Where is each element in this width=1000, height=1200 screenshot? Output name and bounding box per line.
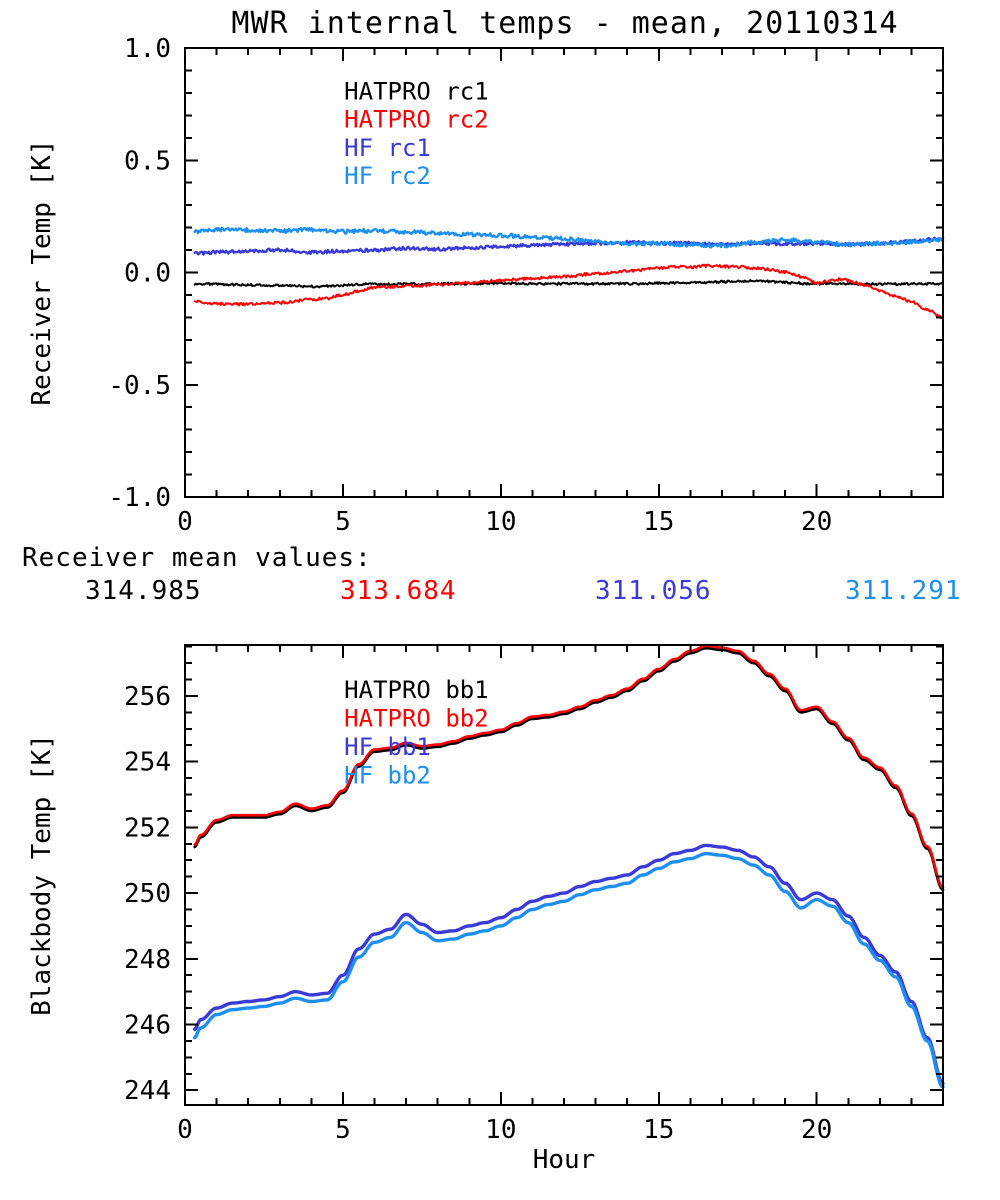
svg-text:1.0: 1.0 [124, 34, 171, 64]
svg-text:Blackbody Temp [K]: Blackbody Temp [K] [27, 734, 57, 1016]
svg-text:15: 15 [643, 1115, 674, 1145]
blackbody-temp-chart: 0 5 10 15 20 244 246 248 250 252 254 256 Blackbody T… [27, 644, 945, 1175]
svg-text:Hour: Hour [533, 1145, 596, 1175]
svg-text:0.0: 0.0 [124, 259, 171, 289]
svg-text:244: 244 [124, 1076, 171, 1106]
receiver-temp-chart: 0 5 10 15 20 -1.0 -0.5 0.0 0.5 1.0 Receiver Temp [… [27, 34, 945, 537]
svg-text:HF rc2: HF rc2 [344, 162, 431, 190]
svg-text:HATPRO bb1: HATPRO bb1 [344, 676, 489, 704]
svg-text:5: 5 [335, 1115, 351, 1145]
mean-value-hatpro-rc2: 313.684 [340, 576, 457, 606]
svg-text:15: 15 [643, 507, 674, 537]
svg-text:0: 0 [177, 507, 193, 537]
svg-text:252: 252 [124, 813, 171, 843]
mean-value-hatpro-rc1: 314.985 [85, 576, 202, 606]
svg-text:254: 254 [124, 748, 171, 778]
svg-text:0.5: 0.5 [124, 146, 171, 176]
svg-text:HATPRO rc2: HATPRO rc2 [344, 106, 489, 134]
svg-text:5: 5 [335, 507, 351, 537]
svg-text:250: 250 [124, 879, 171, 909]
svg-text:HATPRO bb2: HATPRO bb2 [344, 704, 489, 732]
svg-text:-1.0: -1.0 [108, 483, 171, 513]
svg-text:10: 10 [485, 507, 516, 537]
svg-text:HF rc1: HF rc1 [344, 134, 431, 162]
svg-text:HF bb1: HF bb1 [344, 733, 431, 761]
svg-text:20: 20 [801, 1115, 832, 1145]
figure-title: MWR internal temps - mean, 20110314 [231, 6, 899, 41]
svg-text:246: 246 [124, 1011, 171, 1041]
svg-text:Receiver Temp [K]: Receiver Temp [K] [27, 139, 57, 405]
mean-values-label: Receiver mean values: [22, 543, 372, 573]
svg-text:-0.5: -0.5 [108, 371, 171, 401]
mean-value-hf-rc1: 311.056 [595, 576, 712, 606]
svg-text:10: 10 [485, 1115, 516, 1145]
svg-text:HATPRO rc1: HATPRO rc1 [344, 78, 489, 106]
mean-value-hf-rc2: 311.291 [845, 576, 962, 606]
svg-text:256: 256 [124, 682, 171, 712]
svg-text:20: 20 [801, 507, 832, 537]
svg-text:248: 248 [124, 945, 171, 975]
svg-text:0: 0 [177, 1115, 193, 1145]
svg-text:HF bb2: HF bb2 [344, 761, 431, 789]
